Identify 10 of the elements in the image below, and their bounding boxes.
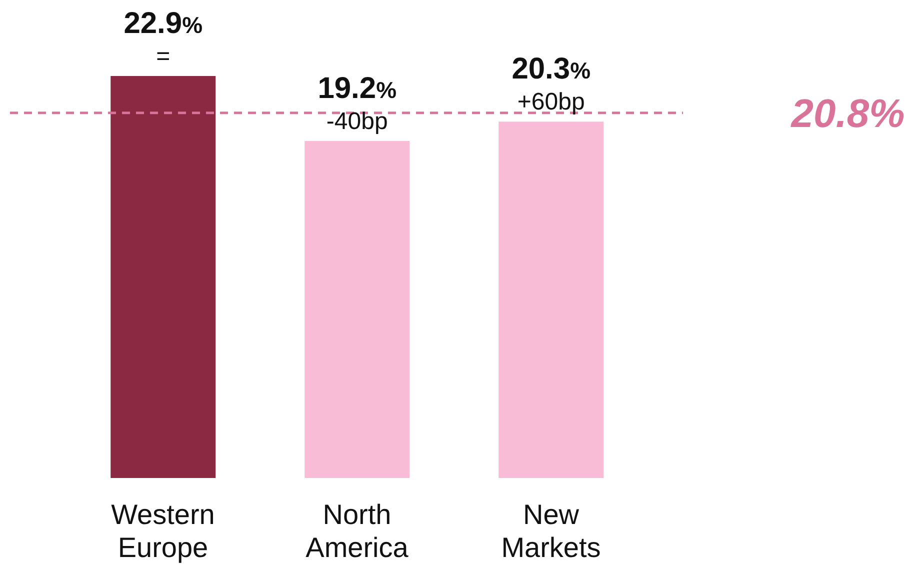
- data-label: 22.9%: [124, 7, 203, 40]
- data-label: 20.3%: [512, 52, 591, 86]
- x-tick-label: Western Europe: [111, 499, 215, 563]
- annotation: -40bp: [326, 108, 388, 135]
- data-label: 19.2%: [318, 72, 397, 105]
- x-tick-label: New Markets: [501, 499, 601, 563]
- x-tick-label: North America: [306, 499, 409, 563]
- annotation: +60bp: [517, 88, 585, 116]
- annotation: =: [156, 43, 170, 70]
- ref-line-label: 20.8%: [790, 92, 905, 136]
